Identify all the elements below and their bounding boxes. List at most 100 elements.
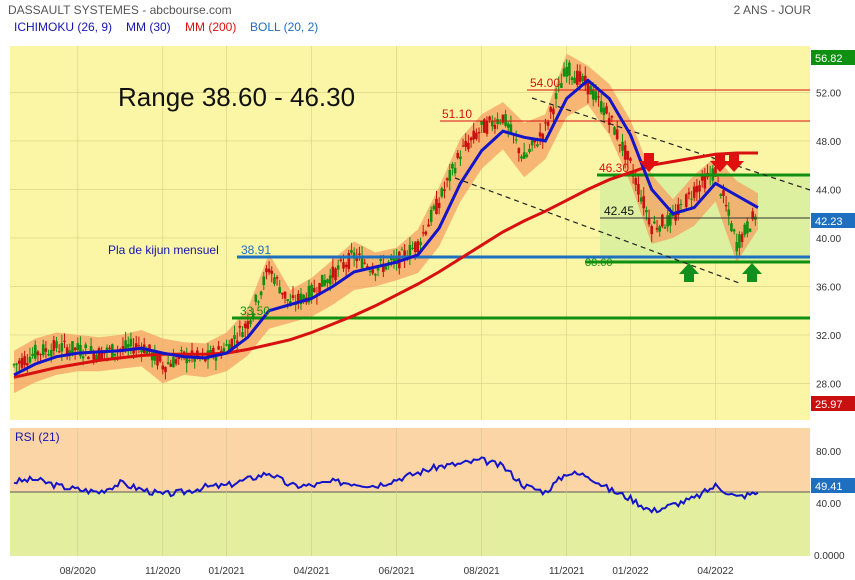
candle-body xyxy=(270,270,274,274)
candle-body xyxy=(113,353,117,356)
level-54-label: 54.00 xyxy=(530,76,560,90)
signal-arrows xyxy=(639,153,762,282)
candle-body xyxy=(193,356,196,362)
candle-body xyxy=(134,343,138,348)
price-tick-label: 32.00 xyxy=(816,331,841,342)
candle-body xyxy=(166,362,170,364)
candle-body xyxy=(413,242,417,253)
price-tick-label: 44.00 xyxy=(816,185,841,196)
candle-body xyxy=(281,292,284,295)
candle-body xyxy=(328,275,332,285)
candle-body xyxy=(392,258,396,262)
mm200-line xyxy=(13,151,758,379)
candle-body xyxy=(735,242,739,252)
candle-body xyxy=(541,133,545,140)
candle-body xyxy=(645,209,648,213)
x-axis: 08/2020 11/2020 01/2021 04/2021 06/2021 08/20… xyxy=(60,566,734,577)
candle-body xyxy=(751,211,754,220)
candle-body xyxy=(57,351,61,353)
candle-body xyxy=(498,122,502,124)
candle-body xyxy=(344,264,348,268)
candle-body xyxy=(81,356,85,359)
up-arrow-1 xyxy=(679,263,699,282)
candle-body xyxy=(355,256,359,262)
candle-body xyxy=(60,343,64,352)
candle-body xyxy=(573,77,576,84)
candle-body xyxy=(100,350,103,360)
candle-body xyxy=(148,344,151,353)
candle-body xyxy=(129,338,133,347)
candle-body xyxy=(331,266,335,278)
candle-body xyxy=(79,344,82,357)
candle-body xyxy=(121,346,125,349)
candle-body xyxy=(695,185,699,193)
rsi-under-bg xyxy=(10,492,810,556)
candle-body xyxy=(262,276,266,286)
candle-body xyxy=(307,285,311,303)
rsi-tick-80: 80.00 xyxy=(816,447,841,458)
candle-body xyxy=(496,118,499,125)
candle-body xyxy=(214,355,218,361)
candle-body xyxy=(12,364,16,366)
candle-body xyxy=(456,152,460,158)
candle-body xyxy=(257,301,260,303)
candle-body xyxy=(525,154,529,157)
level-335-label: 33.50 xyxy=(240,304,270,318)
candle-body xyxy=(73,347,77,351)
candle-body xyxy=(568,62,571,76)
candle-body xyxy=(637,183,640,195)
last-price-value: 42.23 xyxy=(815,216,843,228)
down-arrow-2 xyxy=(710,153,730,172)
candle-body xyxy=(267,268,271,273)
candle-body xyxy=(666,215,669,227)
candle-body xyxy=(217,346,220,350)
candle-body xyxy=(33,344,37,359)
candle-body xyxy=(55,341,58,349)
candle-body xyxy=(87,356,90,360)
candle-body xyxy=(610,115,614,118)
candle-body xyxy=(453,167,457,174)
candle-body xyxy=(663,227,667,229)
candle-body xyxy=(36,351,40,356)
candle-body xyxy=(84,344,88,349)
candle-body xyxy=(31,353,34,356)
x-tick-label: 11/2020 xyxy=(145,566,181,577)
candle-body xyxy=(607,118,611,125)
candle-body xyxy=(384,265,388,270)
x-tick-label: 01/2021 xyxy=(208,566,245,577)
candle-body xyxy=(387,261,390,263)
candle-body xyxy=(647,218,651,225)
candle-body xyxy=(227,344,231,353)
last-high-value: 56.82 xyxy=(815,53,843,65)
candle-body xyxy=(565,66,568,77)
rsi-tick-0: 0.0000 xyxy=(814,551,845,562)
kijun-value: 38.91 xyxy=(241,243,271,257)
candle-body xyxy=(347,253,351,270)
candle-body xyxy=(246,321,250,329)
candle-body xyxy=(233,335,236,340)
candle-body xyxy=(653,221,656,224)
candle-body xyxy=(366,266,369,268)
candle-body xyxy=(358,253,361,255)
kijun-caption: Pla de kijun mensuel xyxy=(108,243,219,257)
candle-body xyxy=(156,354,159,366)
candle-body xyxy=(714,167,717,177)
candle-body xyxy=(400,249,404,251)
x-tick-label: 08/2021 xyxy=(464,566,501,577)
candle-body xyxy=(562,68,566,77)
candle-body xyxy=(334,268,337,281)
candle-body xyxy=(586,80,590,95)
candle-body xyxy=(235,340,239,344)
rsi-tick-40: 40.00 xyxy=(816,499,841,510)
candle-body xyxy=(443,189,446,191)
level-4245-label: 42.45 xyxy=(604,204,634,218)
last-price-box xyxy=(811,213,855,228)
candle-body xyxy=(44,348,48,352)
candle-body xyxy=(95,355,98,361)
x-tick-label: 01/2022 xyxy=(612,566,649,577)
candle-body xyxy=(480,121,483,125)
candle-body xyxy=(390,257,393,261)
candle-body xyxy=(613,127,616,135)
candle-body xyxy=(297,293,300,302)
candle-body xyxy=(440,188,444,197)
